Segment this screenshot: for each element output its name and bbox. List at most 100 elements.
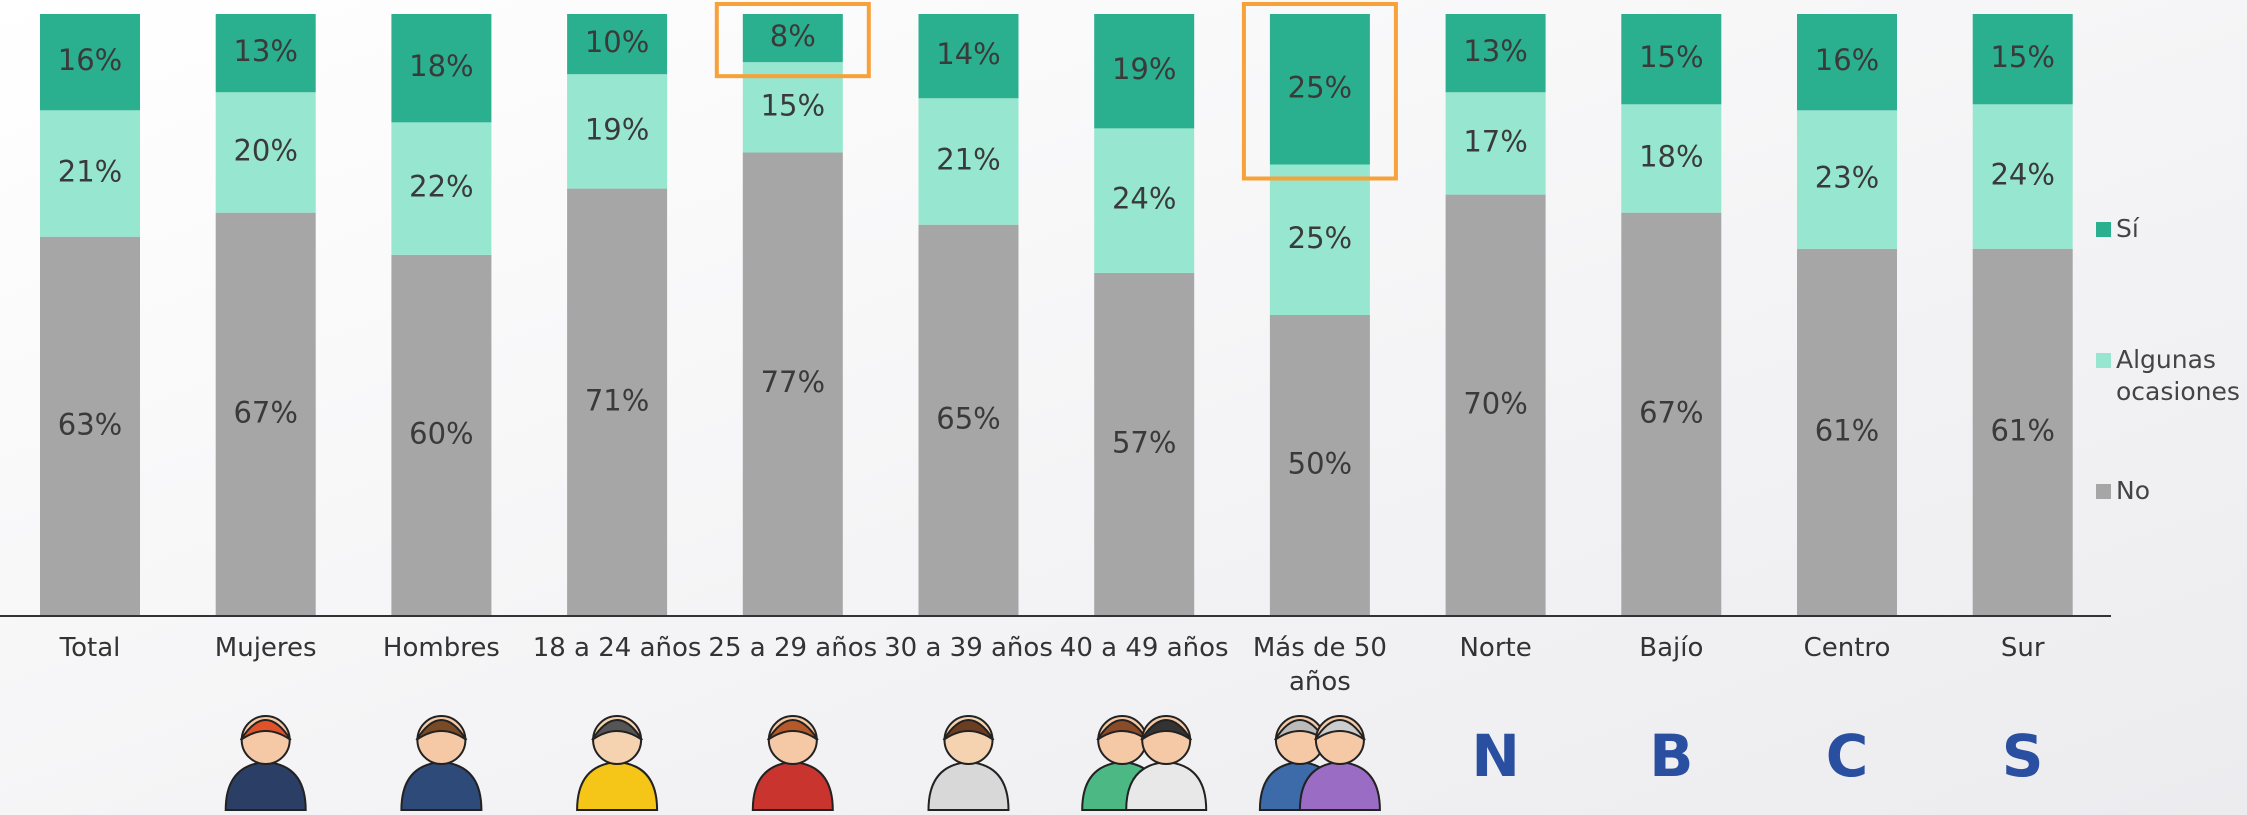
data-label: 24%	[1990, 158, 2054, 192]
bar-segment	[567, 188, 668, 616]
icon-hair	[1314, 719, 1366, 741]
bar-segment	[391, 122, 492, 255]
bar-segment	[391, 254, 492, 617]
bar-segment	[1621, 104, 1722, 213]
data-label: 16%	[58, 43, 122, 77]
bar-segment	[215, 212, 316, 616]
data-label: 71%	[585, 383, 649, 417]
icon-hair	[766, 719, 819, 741]
region-letter: N	[1471, 722, 1520, 790]
data-label: 57%	[1112, 425, 1176, 459]
icon-body	[751, 760, 834, 811]
data-label: 23%	[1815, 161, 1879, 195]
x-tick-label: Norte	[1459, 633, 1532, 663]
data-label: 18%	[409, 49, 473, 83]
data-label: 67%	[1639, 395, 1703, 429]
bar-segment	[1797, 110, 1897, 249]
data-label: 21%	[936, 142, 1000, 176]
icon-hair	[942, 719, 995, 741]
data-label: 50%	[1288, 447, 1352, 481]
bar-segment	[567, 14, 668, 75]
x-tick-label: Hombres	[382, 633, 500, 663]
bar-segment	[1269, 164, 1370, 315]
icon-body	[400, 760, 483, 811]
data-label: 10%	[585, 25, 649, 59]
data-label: 15%	[1639, 40, 1703, 74]
icon-hair	[415, 719, 468, 741]
icon-body	[927, 760, 1010, 811]
x-tick-label: Sur	[2000, 633, 2045, 663]
bar-segment	[1094, 272, 1195, 616]
icon-body	[576, 760, 659, 811]
x-tick-label: Bajío	[1639, 633, 1704, 663]
bar-segment	[1269, 14, 1370, 165]
data-label: 15%	[1990, 40, 2054, 74]
data-label: 20%	[233, 133, 297, 167]
bar-segment	[1621, 14, 1722, 105]
data-label: 25%	[1288, 70, 1352, 104]
icon-hair	[1140, 719, 1193, 741]
data-label: 19%	[585, 112, 649, 146]
bar-segment	[1445, 92, 1546, 195]
data-label: 24%	[1112, 182, 1176, 216]
x-tick-label: 18 a 24 años	[532, 633, 702, 663]
data-label: 22%	[409, 170, 473, 204]
bar-segment	[742, 14, 843, 63]
legend-swatch	[2096, 484, 2111, 499]
icon-body	[224, 760, 307, 811]
icons	[224, 715, 1381, 811]
data-label: 60%	[409, 416, 473, 450]
data-label: 17%	[1463, 124, 1527, 158]
legend-label: Algunas ocasiones	[2116, 345, 2240, 406]
data-label: 63%	[58, 407, 122, 441]
legend-swatch	[2096, 353, 2111, 368]
bar-segment	[1445, 14, 1546, 93]
data-label: 67%	[233, 395, 297, 429]
data-label: 19%	[1112, 52, 1176, 86]
highlight-box	[1241, 2, 1398, 181]
legend-swatch	[2096, 222, 2111, 237]
bar-segment	[1445, 194, 1546, 616]
data-label: 13%	[233, 34, 297, 68]
x-tick-label: 30 a 39 años	[884, 633, 1053, 663]
icon-hair	[591, 719, 643, 741]
icon-hair	[239, 719, 292, 741]
bar-segment	[391, 14, 492, 123]
bar-segment	[215, 92, 316, 213]
data-label: 8%	[770, 19, 816, 53]
data-label: 77%	[761, 365, 825, 399]
data-label: 70%	[1463, 386, 1527, 420]
bar-segment	[40, 14, 140, 111]
legend-label: Sí	[2116, 214, 2139, 243]
bar-segment	[742, 152, 843, 616]
bar-segment	[1797, 248, 1897, 616]
bar-segment	[215, 14, 316, 93]
data-label: 65%	[936, 401, 1000, 435]
bar-segment	[918, 224, 1019, 616]
data-label: 18%	[1639, 139, 1703, 173]
bar-segment	[918, 14, 1019, 99]
bar-segment	[40, 236, 140, 617]
data-label: 16%	[1815, 43, 1879, 77]
data-label: 13%	[1463, 34, 1527, 68]
region-letter: B	[1649, 722, 1693, 790]
bar-segment	[1094, 14, 1195, 129]
x-tick-label: Centro	[1803, 633, 1891, 663]
x-tick-label: 25 a 29 años	[708, 633, 878, 663]
x-tick-label: Mujeres	[214, 633, 317, 663]
bar-segment	[1621, 212, 1722, 616]
data-label: 25%	[1288, 221, 1352, 255]
highlight-box	[714, 2, 871, 79]
x-tick-label: Más de 50 años	[1252, 633, 1387, 697]
legend-label: No	[2116, 476, 2150, 505]
x-tick-label: 40 a 49 años	[1059, 633, 1229, 663]
data-label: 15%	[761, 88, 825, 122]
bar-segment	[1269, 315, 1370, 616]
x-tick-label: Total	[59, 633, 121, 663]
region-letter: C	[1826, 722, 1869, 790]
bar-segment	[567, 74, 668, 189]
data-label: 61%	[1815, 413, 1879, 447]
data-label: 61%	[1990, 413, 2054, 447]
